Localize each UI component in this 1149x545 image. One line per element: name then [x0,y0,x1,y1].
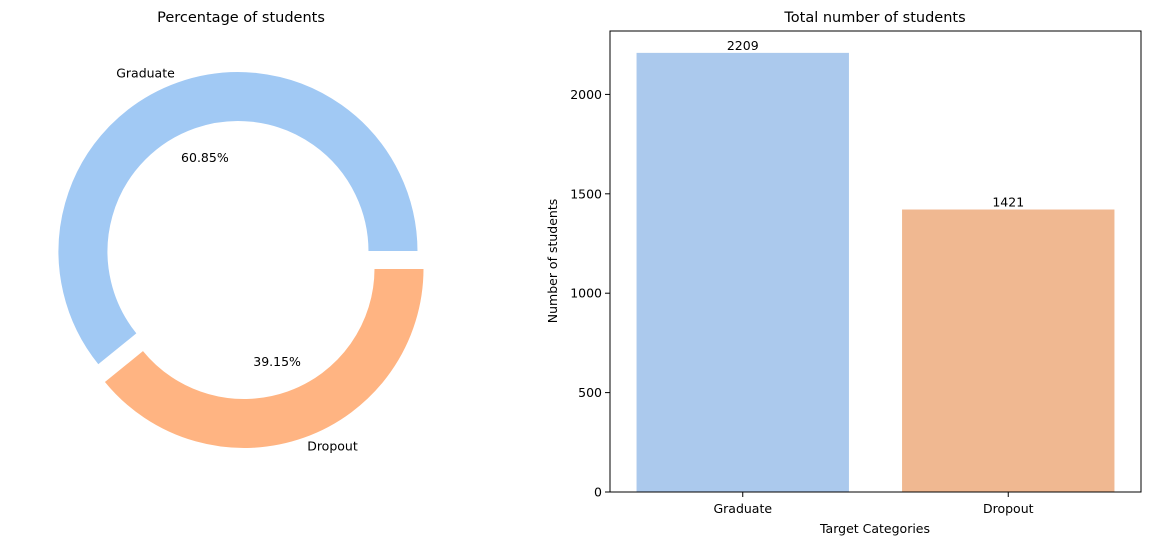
x-axis-ticks: Graduate Dropout [713,492,1034,516]
y-tick-label: 1500 [570,186,602,201]
bar-chart-title: Total number of students [783,10,965,26]
donut-category-label: Dropout [307,439,358,454]
y-tick-label: 0 [594,485,602,500]
plot-frame [609,30,1142,493]
x-tick-label: Dropout [983,501,1034,516]
donut-slice-graduate [57,71,419,366]
donut-chart-title: Percentage of students [157,10,325,26]
bar-value-label: 1421 [992,195,1024,210]
bar-graduate [636,52,849,492]
x-axis-label: Target Categories [819,521,930,536]
donut-percent-label: 39.15% [253,354,301,369]
donut-slice-dropout [103,267,425,449]
y-axis-label: Number of students [545,199,560,324]
y-tick-label: 500 [578,385,602,400]
x-tick-label: Graduate [713,501,772,516]
bar-dropout [902,209,1115,492]
y-tick-label: 2000 [570,87,602,102]
donut-slices [57,71,425,449]
y-axis-ticks: 0 500 1000 1500 2000 [570,87,610,500]
donut-labels: Graduate 60.85% Dropout 39.15% [116,65,358,453]
donut-chart: Percentage of students Graduate 60.85% Dro… [57,10,425,454]
donut-percent-label: 60.85% [181,150,229,165]
bar-value-label: 2209 [727,38,759,53]
bar-chart: Total number of students 2209 1421 0 500 10… [545,10,1142,536]
y-tick-label: 1000 [570,286,602,301]
donut-category-label: Graduate [116,65,175,80]
bars [636,52,1115,492]
bar-value-labels: 2209 1421 [727,38,1024,210]
